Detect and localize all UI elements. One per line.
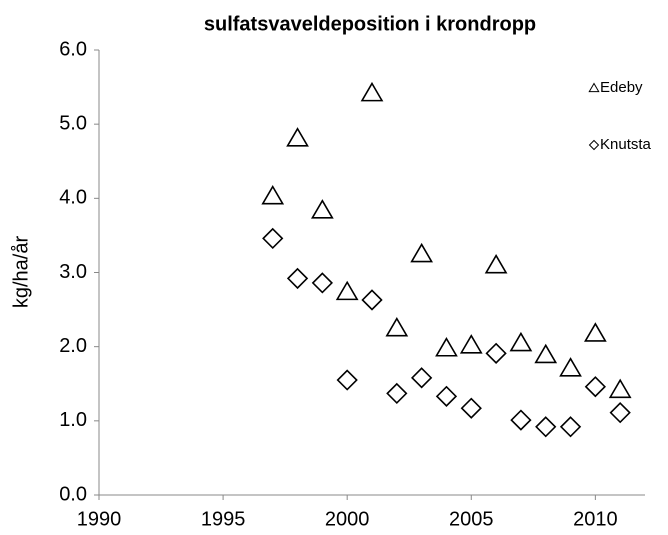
marker [460, 397, 482, 419]
legend-symbol [588, 82, 600, 93]
legend-label: Edeby [600, 79, 643, 96]
x-tick-label: 2000 [325, 508, 370, 530]
marker [534, 343, 558, 364]
marker [386, 382, 408, 405]
marker [385, 317, 409, 337]
marker [435, 337, 458, 357]
marker [484, 253, 508, 274]
marker [559, 357, 582, 377]
y-tick-label: 1.0 [59, 409, 87, 431]
x-tick-label: 2010 [573, 508, 618, 530]
legend-symbol [588, 139, 600, 151]
y-tick-label: 0.0 [59, 483, 87, 505]
y-axis-label: kg/ha/år [10, 236, 32, 309]
chart-title: sulfatsvaveldeposition i krondropp [204, 13, 536, 35]
marker [261, 185, 285, 205]
marker [360, 81, 384, 102]
marker [286, 127, 309, 147]
marker [410, 242, 434, 263]
marker [310, 199, 334, 219]
marker [435, 385, 458, 407]
y-tick-label: 4.0 [59, 187, 87, 209]
marker [510, 409, 532, 431]
marker [262, 227, 284, 250]
marker [584, 376, 606, 398]
marker [608, 378, 632, 399]
marker [583, 322, 607, 342]
x-tick-label: 1995 [201, 508, 246, 530]
marker [361, 289, 383, 311]
marker [459, 334, 483, 354]
y-tick-label: 5.0 [59, 112, 87, 134]
y-tick-label: 3.0 [59, 261, 87, 283]
legend-label: Knutsta [600, 136, 652, 153]
marker [609, 402, 631, 424]
marker [535, 416, 557, 438]
marker [485, 342, 507, 364]
marker [509, 331, 533, 352]
marker [286, 267, 309, 290]
marker [311, 272, 333, 294]
marker [335, 280, 359, 301]
y-tick-label: 6.0 [59, 38, 87, 60]
marker [411, 367, 433, 389]
marker [559, 416, 582, 438]
marker [336, 369, 358, 391]
x-tick-label: 1990 [77, 508, 122, 530]
x-tick-label: 2005 [449, 508, 494, 530]
y-tick-label: 2.0 [59, 335, 87, 357]
